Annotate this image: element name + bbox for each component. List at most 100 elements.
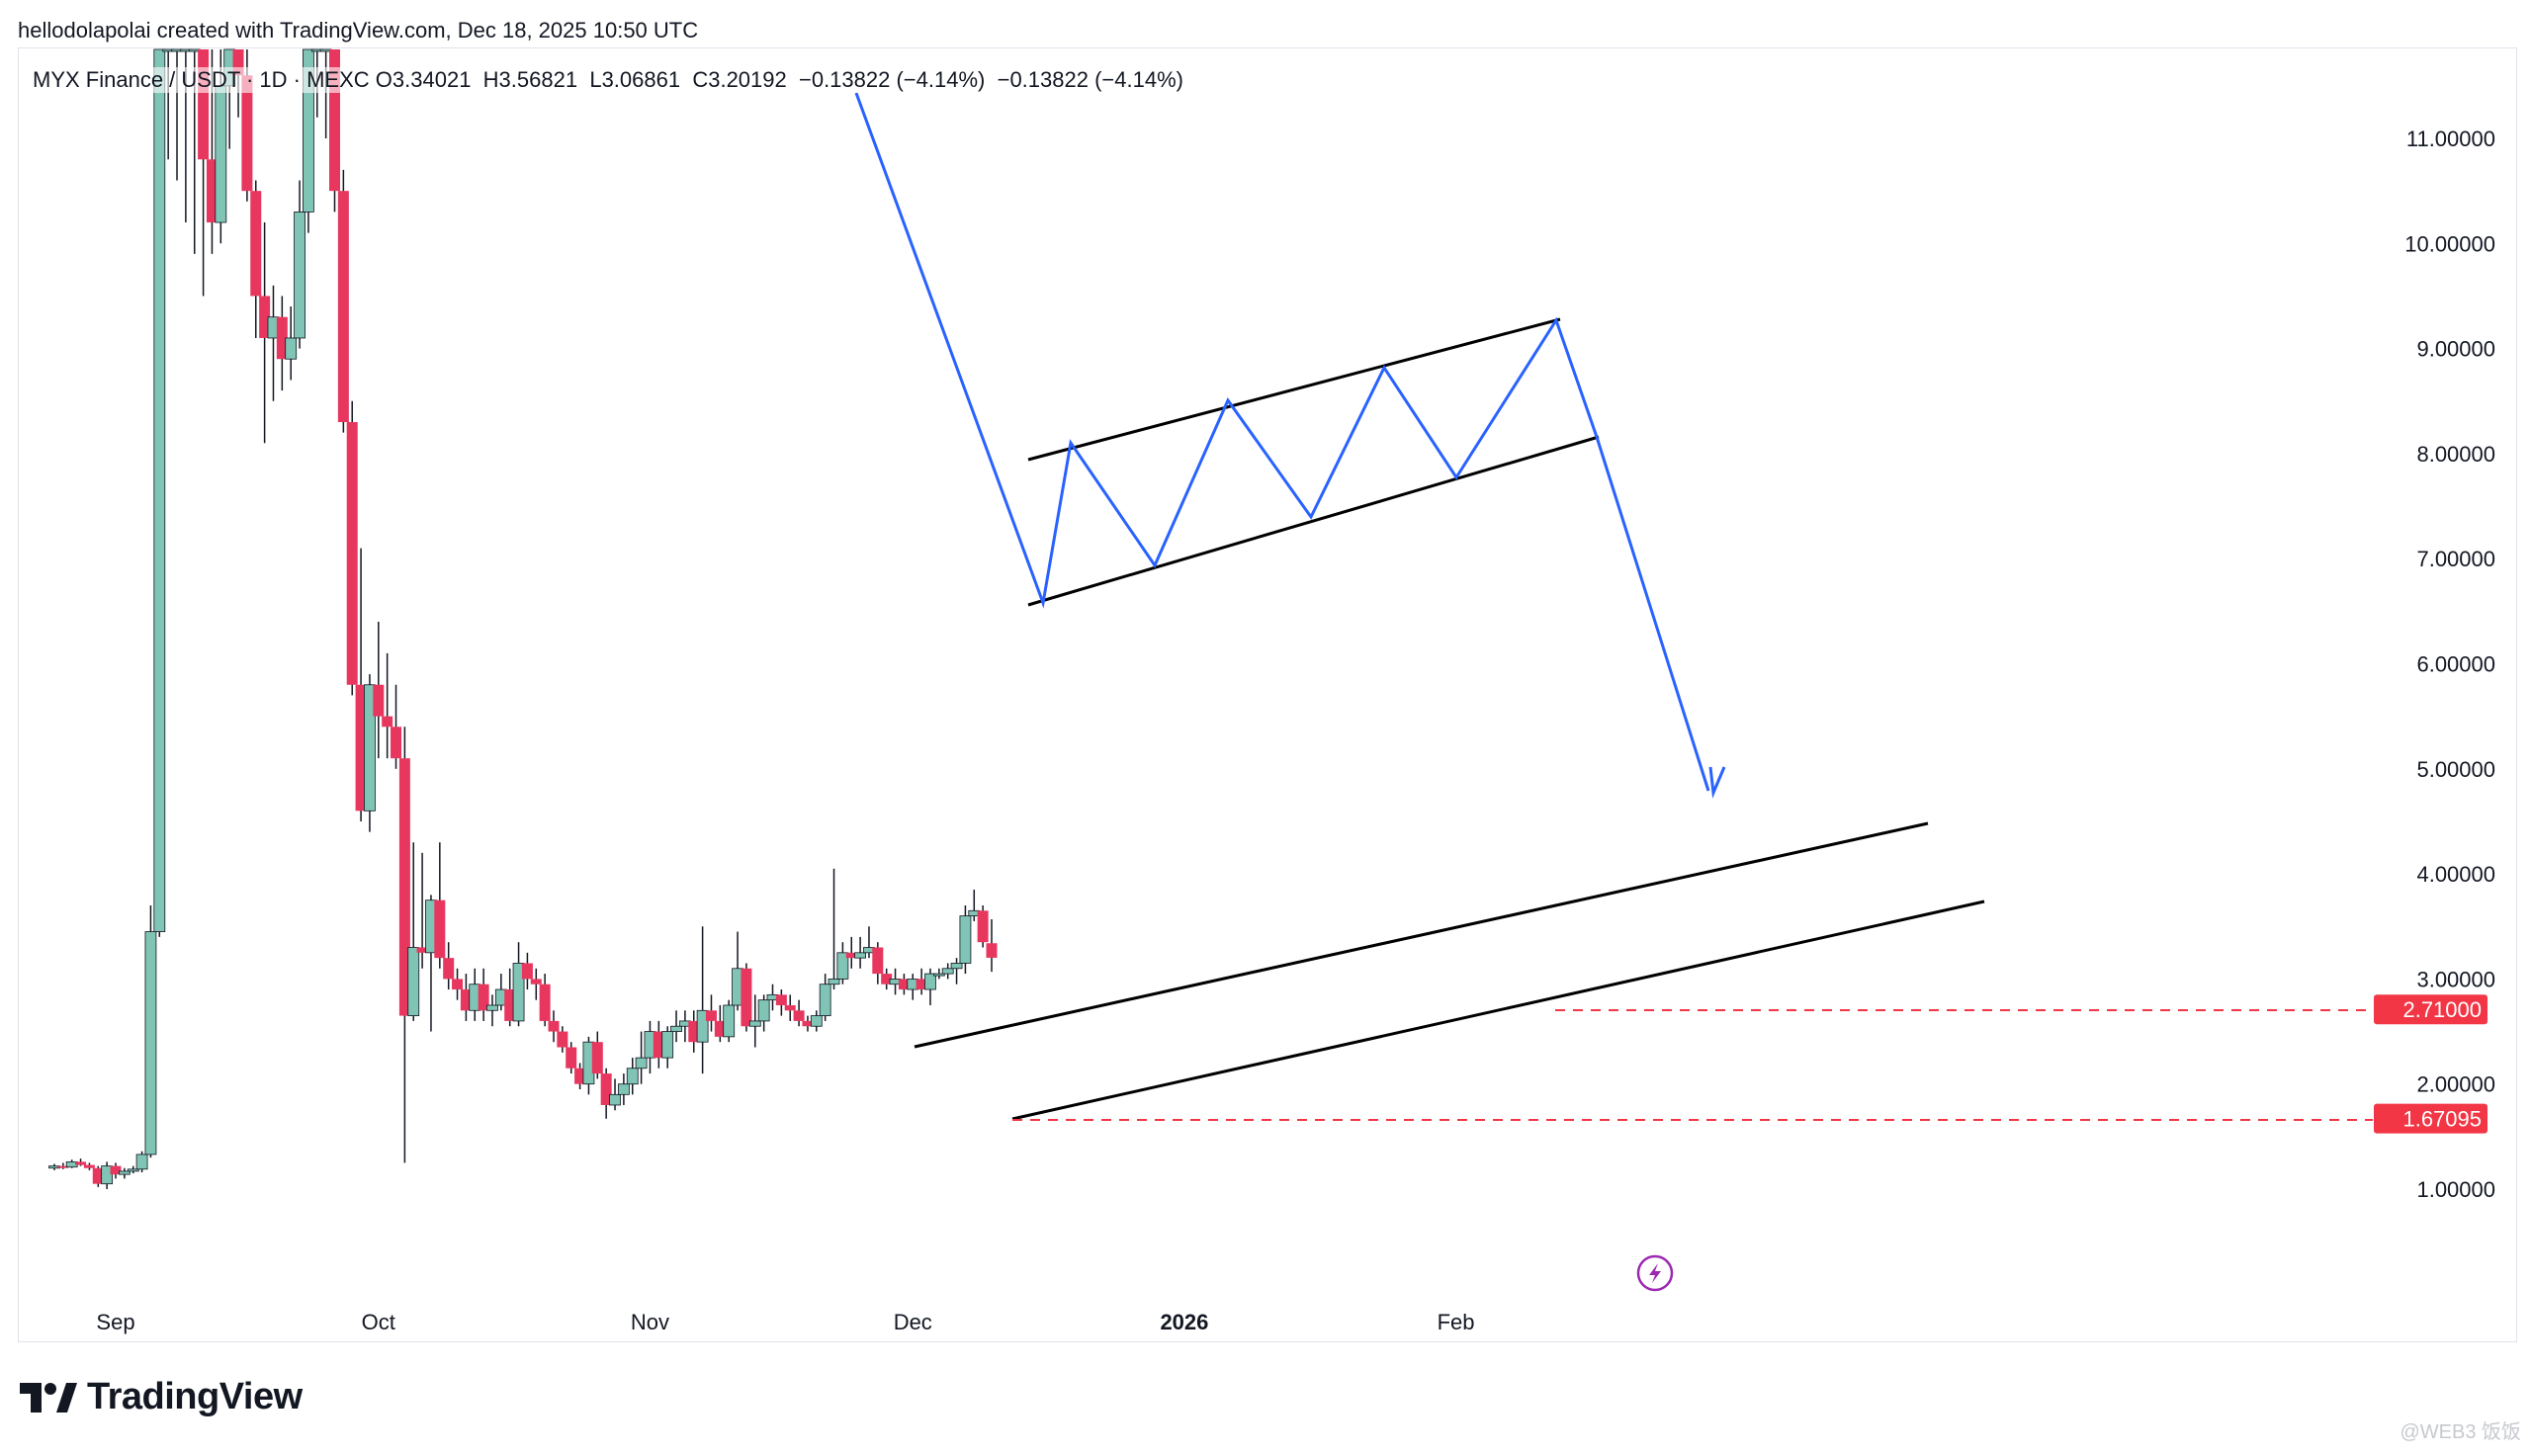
candle-body[interactable]	[382, 716, 393, 728]
candle-body[interactable]	[932, 973, 945, 977]
candle-body[interactable]	[924, 973, 936, 990]
candle-body[interactable]	[398, 758, 410, 1016]
candle-body[interactable]	[198, 49, 210, 160]
candle-body[interactable]	[153, 48, 166, 932]
brand[interactable]: TradingView	[20, 1376, 303, 1418]
candle-body[interactable]	[276, 316, 288, 360]
candle-body[interactable]	[294, 212, 305, 339]
candle-body[interactable]	[548, 1020, 560, 1032]
candle-body[interactable]	[355, 684, 367, 812]
candle-body[interactable]	[828, 979, 840, 985]
candle-body[interactable]	[373, 684, 385, 717]
y-tick-label: 7.00000	[2416, 547, 2495, 571]
price-level-label[interactable]: 2.71000	[2374, 994, 2487, 1025]
candle-body[interactable]	[881, 974, 893, 985]
candle-body[interactable]	[836, 952, 849, 980]
channel-lower-line[interactable]	[1011, 899, 1985, 1121]
candle-body[interactable]	[512, 963, 525, 1022]
candle-body[interactable]	[941, 968, 954, 975]
candle-body[interactable]	[714, 1020, 726, 1037]
candle-body[interactable]	[617, 1083, 630, 1095]
candle-body[interactable]	[661, 1031, 674, 1059]
candle-body[interactable]	[810, 1015, 823, 1027]
candle-body[interactable]	[557, 1031, 568, 1048]
candle-body[interactable]	[206, 159, 218, 223]
candle-body[interactable]	[521, 963, 533, 980]
candle-body[interactable]	[486, 1004, 498, 1011]
chart-frame	[18, 47, 2517, 1342]
candle-body[interactable]	[452, 979, 464, 990]
candle-body[interactable]	[92, 1167, 104, 1184]
candle-body[interactable]	[916, 979, 927, 990]
candle-body[interactable]	[845, 952, 857, 959]
candle-body[interactable]	[609, 1093, 621, 1106]
x-tick-label: Oct	[362, 1310, 395, 1334]
price-level-label[interactable]: 1.67095	[2374, 1103, 2487, 1134]
candle-body[interactable]	[591, 1042, 603, 1074]
candle-body[interactable]	[259, 296, 271, 338]
candle-body[interactable]	[696, 1009, 709, 1043]
candle-body[interactable]	[110, 1165, 122, 1175]
channel-upper-line[interactable]	[914, 821, 1929, 1049]
candle-body[interactable]	[504, 989, 516, 1021]
flag-lower-line[interactable]	[1027, 435, 1600, 607]
candle-body[interactable]	[135, 1154, 148, 1170]
projection-path[interactable]	[854, 92, 1710, 792]
candle-body[interactable]	[57, 1165, 69, 1168]
lightning-icon[interactable]	[1636, 1254, 1674, 1292]
candle-body[interactable]	[215, 85, 227, 223]
candle-body[interactable]	[539, 984, 551, 1021]
candle-body[interactable]	[232, 49, 244, 76]
flag-upper-line[interactable]	[1027, 317, 1561, 462]
candle-body[interactable]	[101, 1165, 114, 1185]
candle-body[interactable]	[530, 979, 542, 985]
candle-body[interactable]	[688, 1020, 700, 1043]
candle-body[interactable]	[144, 931, 157, 1156]
candle-body[interactable]	[329, 49, 340, 192]
candle-body[interactable]	[854, 952, 866, 959]
candle-body[interactable]	[337, 191, 349, 423]
candle-body[interactable]	[566, 1047, 577, 1069]
candle-body[interactable]	[723, 1004, 736, 1038]
candle-body[interactable]	[784, 1004, 796, 1011]
candle-body[interactable]	[741, 968, 752, 1027]
candle-body[interactable]	[705, 1010, 717, 1021]
candle-body[interactable]	[127, 1168, 139, 1172]
candle-body[interactable]	[416, 947, 428, 953]
candle-body[interactable]	[407, 947, 420, 1017]
candle-body[interactable]	[775, 994, 787, 1005]
candle-body[interactable]	[959, 915, 972, 964]
candle-body[interactable]	[285, 337, 298, 360]
candle-body[interactable]	[75, 1161, 87, 1165]
candle-body[interactable]	[757, 999, 770, 1022]
candle-body[interactable]	[872, 947, 884, 975]
candle-body[interactable]	[83, 1164, 95, 1168]
candle-body[interactable]	[802, 1020, 814, 1027]
candle-body[interactable]	[819, 984, 831, 1017]
candle-body[interactable]	[950, 963, 963, 970]
candle-body[interactable]	[626, 1068, 639, 1085]
candle-body[interactable]	[977, 910, 989, 943]
candle-body[interactable]	[241, 75, 253, 192]
candle-body[interactable]	[346, 422, 358, 685]
candle-body[interactable]	[443, 958, 455, 980]
candle-body[interactable]	[574, 1068, 586, 1084]
candle-body[interactable]	[303, 48, 314, 213]
candle-body[interactable]	[478, 984, 489, 1011]
candle-body[interactable]	[600, 1073, 612, 1105]
candle-body[interactable]	[653, 1031, 664, 1059]
candle-body[interactable]	[391, 727, 402, 759]
candle-body[interactable]	[364, 684, 376, 812]
candle-body[interactable]	[635, 1057, 648, 1070]
candle-body[interactable]	[460, 989, 472, 1011]
candle-body[interactable]	[748, 1020, 761, 1027]
candle-body[interactable]	[670, 1025, 682, 1032]
candle-body[interactable]	[793, 1010, 805, 1021]
candle-body[interactable]	[986, 943, 998, 958]
candle-body[interactable]	[434, 899, 446, 959]
candle-body[interactable]	[118, 1170, 131, 1175]
x-tick-label: Feb	[1438, 1310, 1475, 1334]
candle-body[interactable]	[898, 979, 910, 990]
candle-body[interactable]	[250, 191, 262, 297]
